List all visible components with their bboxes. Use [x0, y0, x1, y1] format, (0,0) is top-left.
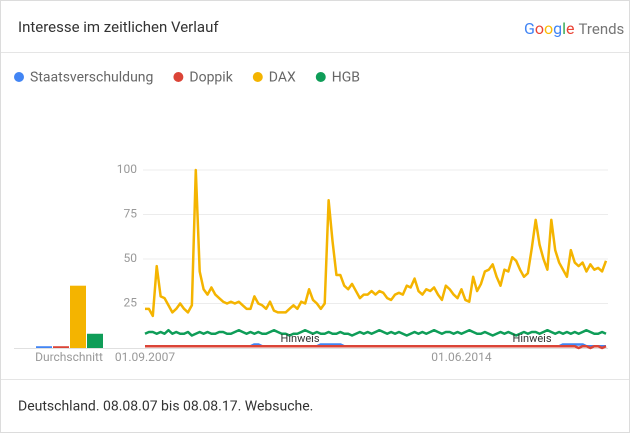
average-label: Durchschnitt [35, 350, 103, 364]
brand-google: Google [524, 19, 575, 38]
legend-label: Staatsverschuldung [30, 70, 153, 86]
brand-trends: Trends [579, 20, 625, 38]
series-line [145, 344, 607, 350]
annotation: Hinweis [512, 332, 551, 345]
y-tick-label: 50 [124, 251, 138, 265]
average-bar [70, 285, 86, 348]
legend-label: DAX [269, 70, 296, 86]
x-tick-label: 01.06.2014 [431, 350, 492, 364]
legend-dot [315, 72, 326, 82]
average-bar [53, 346, 69, 348]
legend-dot [14, 72, 24, 82]
y-tick-label: 25 [124, 296, 138, 310]
legend-label: HGB [332, 70, 360, 86]
y-tick-label: 100 [117, 162, 137, 176]
legend-label: Doppik [189, 70, 233, 86]
series-line [145, 168, 608, 318]
average-bar [87, 333, 103, 348]
average-bar [36, 346, 52, 348]
footer-text: Deutschland. 08.08.07 bis 08.08.17. Webs… [18, 399, 313, 415]
x-tick-label: 01.09.2007 [115, 350, 176, 364]
annotation: Hinweis [280, 332, 319, 345]
legend-dot [173, 72, 184, 82]
y-tick-label: 75 [124, 207, 138, 221]
card-title: Interesse im zeitlichen Verlauf [18, 18, 219, 36]
legend-dot [252, 72, 263, 82]
series-line [144, 328, 607, 337]
